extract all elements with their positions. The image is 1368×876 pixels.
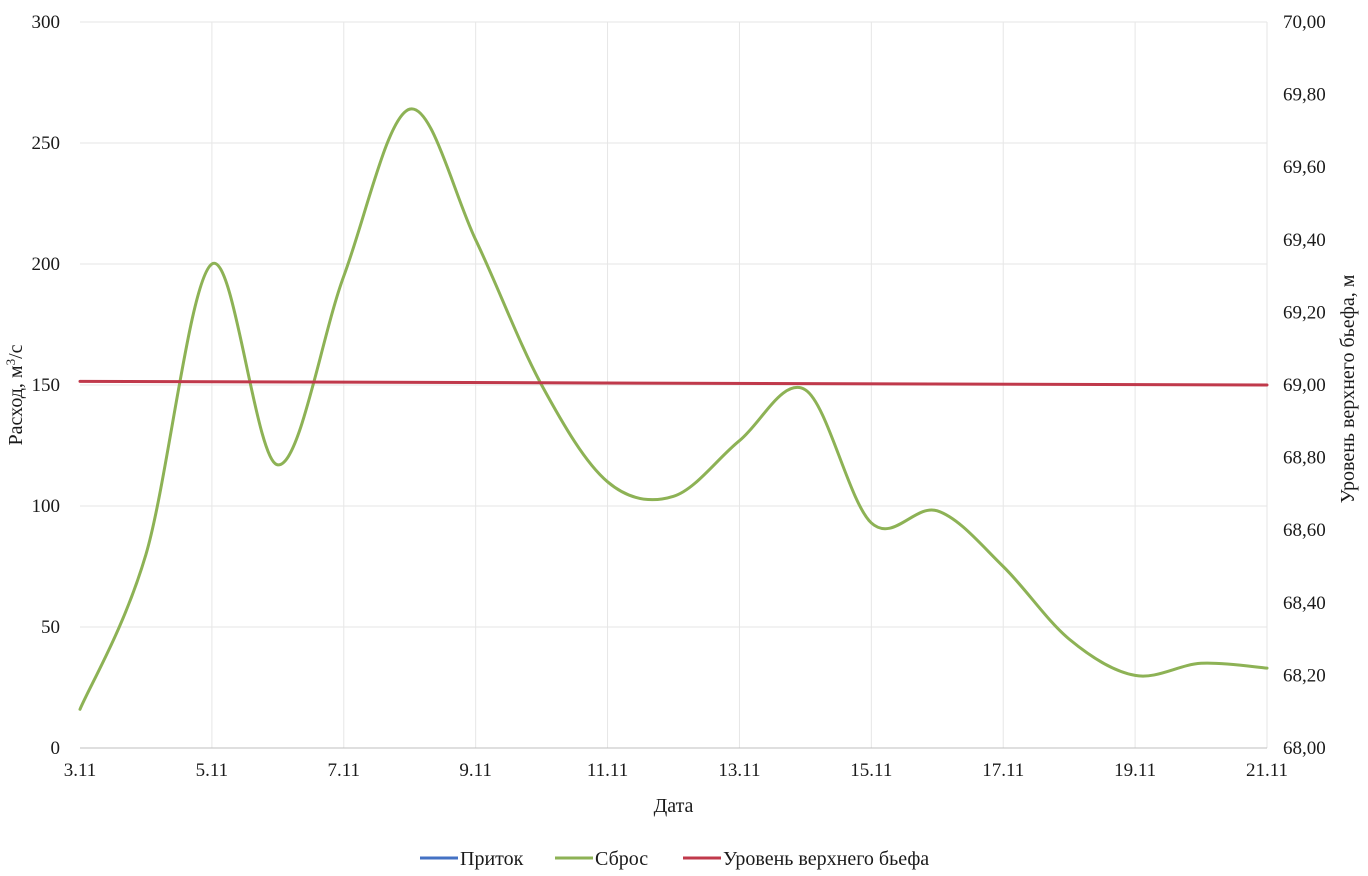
y-left-tick-label: 0 xyxy=(51,738,61,759)
legend-label: Сброс xyxy=(595,848,648,870)
x-tick-label: 3.11 xyxy=(64,760,97,781)
y-left-tick-label: 100 xyxy=(32,496,61,517)
legend-label: Приток xyxy=(460,848,524,870)
y-right-axis-title: Уровень верхнего бьефа, м xyxy=(1337,274,1359,503)
x-axis-title: Дата xyxy=(654,795,694,817)
y-left-tick-label: 200 xyxy=(32,254,61,275)
y-left-tick-label: 150 xyxy=(32,375,61,396)
x-tick-label: 21.11 xyxy=(1246,760,1288,781)
series-lines xyxy=(78,107,1269,711)
series-line-2 xyxy=(78,379,1269,387)
legend: Приток Сброс Уровень верхнего бьефа xyxy=(420,848,929,870)
y-left-axis-title-sup: 3 xyxy=(3,359,18,366)
y-right-tick-label: 68,00 xyxy=(1283,738,1326,759)
y-right-tick-label: 68,60 xyxy=(1283,520,1326,541)
y-right-tick-label: 70,00 xyxy=(1283,12,1326,33)
y-left-axis-title-tail: /с xyxy=(5,344,27,359)
y-right-tick-label: 68,20 xyxy=(1283,665,1326,686)
y-right-tick-label: 69,80 xyxy=(1283,85,1326,106)
x-tick-label: 7.11 xyxy=(328,760,361,781)
x-tick-label: 15.11 xyxy=(850,760,892,781)
x-tick-label: 9.11 xyxy=(459,760,492,781)
y-left-tick-label: 300 xyxy=(32,12,61,33)
x-tick-label: 5.11 xyxy=(196,760,229,781)
x-tick-label: 17.11 xyxy=(982,760,1024,781)
y-left-tick-labels: 0 50 100 150 200 250 300 xyxy=(32,12,61,759)
y-left-axis-title: Расход, м3/с xyxy=(3,344,28,445)
y-left-tick-label: 50 xyxy=(41,617,60,638)
legend-label: Уровень верхнего бьефа xyxy=(723,848,929,870)
x-tick-labels: 3.11 5.11 7.11 9.11 11.11 13.11 15.11 17.11 19.1… xyxy=(64,760,1288,781)
y-left-tick-label: 250 xyxy=(32,133,61,154)
y-right-tick-labels: 68,00 68,20 68,40 68,60 68,80 69,00 69,20 69,40… xyxy=(1283,12,1326,759)
y-right-tick-label: 69,20 xyxy=(1283,302,1326,323)
y-right-tick-label: 68,40 xyxy=(1283,593,1326,614)
x-tick-label: 19.11 xyxy=(1114,760,1156,781)
y-right-tick-label: 69,00 xyxy=(1283,375,1326,396)
y-right-tick-label: 69,40 xyxy=(1283,230,1326,251)
x-tick-label: 13.11 xyxy=(718,760,760,781)
x-tick-label: 11.11 xyxy=(587,760,628,781)
series-line-1 xyxy=(78,107,1269,711)
y-left-axis-title-main: Расход, м xyxy=(5,365,27,445)
y-right-tick-label: 68,80 xyxy=(1283,448,1326,469)
y-right-tick-label: 69,60 xyxy=(1283,157,1326,178)
